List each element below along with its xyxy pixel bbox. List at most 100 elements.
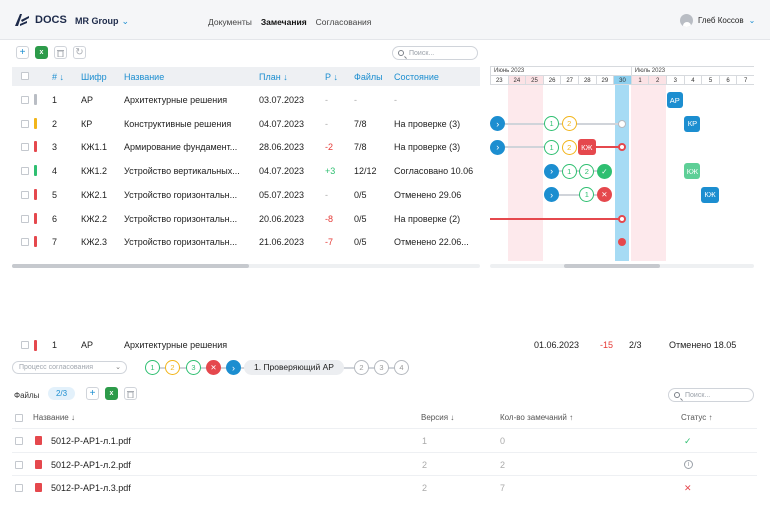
table-row[interactable]: 2 КР Конструктивные решения 04.07.2023 - 7/8 Н… (12, 112, 480, 136)
stage-step[interactable]: 3 (374, 360, 389, 375)
column-plan[interactable]: План ↓ (259, 72, 288, 82)
gantt-tag-kzh[interactable]: КЖ (684, 163, 701, 180)
row-checkbox[interactable] (15, 484, 23, 492)
column-code[interactable]: Шифр (81, 72, 107, 82)
table-row[interactable]: 5 КЖ2.1 Устройство горизонтальн... 05.07.20… (12, 183, 480, 207)
nav-approvals[interactable]: Согласования (315, 17, 372, 27)
current-stage[interactable]: 1. Проверяющий АР (244, 360, 344, 375)
row-checkbox[interactable] (21, 96, 29, 104)
cell-files: 0/5 (354, 189, 367, 200)
chevron-right-icon[interactable]: › (490, 139, 506, 155)
cell-files: 12/12 (354, 166, 377, 177)
select-all-checkbox[interactable] (21, 72, 29, 80)
add-button[interactable]: + (16, 46, 29, 59)
user-menu[interactable]: Глеб Коссов ⌄ (680, 14, 755, 27)
column-p[interactable]: Р ↓ (325, 72, 338, 82)
files-column-name[interactable]: Название ↓ (33, 413, 75, 422)
export-excel-button[interactable]: x (35, 46, 48, 59)
add-file-button[interactable]: + (86, 387, 99, 400)
export-files-button[interactable]: x (105, 387, 118, 400)
chevron-right-icon[interactable]: › (544, 187, 560, 203)
gantt-milestone[interactable] (618, 238, 626, 247)
status-color-bar (34, 165, 37, 177)
row-checkbox[interactable] (21, 238, 29, 247)
sort-down-icon: ↓ (333, 72, 339, 82)
files-column-version[interactable]: Версия ↓ (421, 413, 454, 422)
files-select-all-checkbox[interactable] (15, 414, 23, 422)
stage-step[interactable]: 1 (561, 163, 577, 179)
file-name[interactable]: 5012-Р-АР1-л.1.pdf (51, 436, 131, 446)
column-number[interactable]: # ↓ (52, 72, 64, 82)
row-checkbox[interactable] (21, 341, 29, 349)
nav-remarks[interactable]: Замечания (260, 17, 307, 27)
column-status[interactable]: Состояние (394, 72, 439, 82)
stage-step[interactable]: 4 (394, 360, 409, 375)
status-color-bar (34, 141, 37, 153)
refresh-button[interactable]: ↻ (73, 46, 86, 59)
gantt-scrollbar[interactable] (564, 264, 660, 268)
stage-step[interactable]: 2 (579, 163, 595, 179)
row-checkbox[interactable] (21, 190, 29, 199)
gantt-tag-kzh[interactable]: КЖ (701, 186, 719, 203)
file-row[interactable]: 5012-Р-АР1-л.1.pdf 1 0 ✓ (12, 429, 757, 453)
table-row[interactable]: 3 КЖ1.1 Армирование фундамент... 28.06.2023… (12, 135, 480, 159)
row-checkbox[interactable] (21, 167, 29, 176)
cell-files: 7/8 (354, 142, 367, 153)
files-column-status[interactable]: Статус ↑ (681, 413, 713, 422)
gantt-tag-kr[interactable]: КР (684, 115, 701, 132)
org-selector[interactable]: MR Group ⌄ (75, 16, 129, 27)
delete-file-button[interactable] (124, 387, 137, 400)
column-name[interactable]: Название (124, 72, 165, 82)
stage-step[interactable]: 1 (544, 116, 560, 132)
row-checkbox[interactable] (15, 460, 23, 469)
chevron-right-icon[interactable]: › (490, 116, 506, 132)
app-logo[interactable]: DOCS (14, 13, 67, 27)
process-select[interactable]: Процесс согласования ⌄ (12, 361, 127, 374)
gantt-bar (551, 170, 605, 173)
row-checkbox[interactable] (21, 119, 29, 128)
close-icon[interactable]: ✕ (596, 187, 612, 203)
file-name[interactable]: 5012-Р-АР1-л.2.pdf (51, 459, 131, 470)
stage-step[interactable]: 2 (561, 139, 577, 155)
stage-step[interactable]: 2 (354, 360, 369, 375)
file-row[interactable]: 5012-Р-АР1-л.2.pdf 2 2 i (12, 453, 757, 477)
chevron-down-icon: ⌄ (748, 16, 756, 25)
row-checkbox[interactable] (21, 214, 29, 223)
close-icon[interactable]: ✕ (206, 360, 221, 375)
table-row[interactable]: 7 КЖ2.3 Устройство горизонтальн... 21.06.20… (12, 230, 480, 254)
cell-code: КЖ2.3 (81, 237, 108, 248)
check-icon[interactable]: ✓ (596, 163, 612, 179)
file-name[interactable]: 5012-Р-АР1-л.3.pdf (51, 483, 131, 493)
stage-step[interactable]: 1 (579, 187, 595, 203)
day-header: 23 (490, 75, 508, 85)
search-input[interactable]: Поиск... (392, 46, 478, 60)
files-search-input[interactable]: Поиск... (668, 388, 754, 402)
detail-files: 2/3 (629, 340, 642, 350)
gantt-milestone[interactable] (618, 143, 626, 152)
gantt-milestone[interactable] (618, 119, 626, 128)
gantt-milestone[interactable] (618, 214, 626, 223)
stage-step[interactable]: 1 (544, 139, 560, 155)
chevron-right-icon[interactable]: › (544, 163, 560, 179)
gantt-tag-kzh[interactable]: КЖ (577, 139, 596, 156)
files-column-remarks[interactable]: Кол-во замечаний ↑ (500, 413, 573, 422)
cell-code: КЖ1.2 (81, 166, 108, 177)
files-count-badge: 2/3 (48, 387, 75, 400)
gantt-tag-ar[interactable]: АР (666, 92, 683, 108)
table-scrollbar[interactable] (12, 264, 249, 268)
row-checkbox[interactable] (21, 143, 29, 152)
selected-section-row[interactable]: 1 АР Архитектурные решения 01.06.2023 -1… (12, 337, 762, 353)
table-row[interactable]: 1 АР Архитектурные решения 03.07.2023 - - - (12, 88, 480, 112)
chevron-right-icon[interactable]: › (226, 360, 241, 375)
nav-documents[interactable]: Документы (208, 17, 252, 27)
stage-step[interactable]: 3 (186, 360, 201, 375)
stage-step[interactable]: 2 (165, 360, 180, 375)
delete-button[interactable] (54, 46, 67, 59)
file-row[interactable]: 5012-Р-АР1-л.3.pdf 2 7 ✕ (12, 476, 757, 500)
column-files[interactable]: Файлы (354, 72, 383, 82)
row-checkbox[interactable] (15, 437, 23, 445)
table-row[interactable]: 6 КЖ2.2 Устройство горизонтальн... 20.06.20… (12, 207, 480, 231)
stage-step[interactable]: 2 (561, 116, 577, 132)
table-row[interactable]: 4 КЖ1.2 Устройство вертикальных... 04.07.20… (12, 159, 480, 183)
stage-step[interactable]: 1 (145, 360, 160, 375)
